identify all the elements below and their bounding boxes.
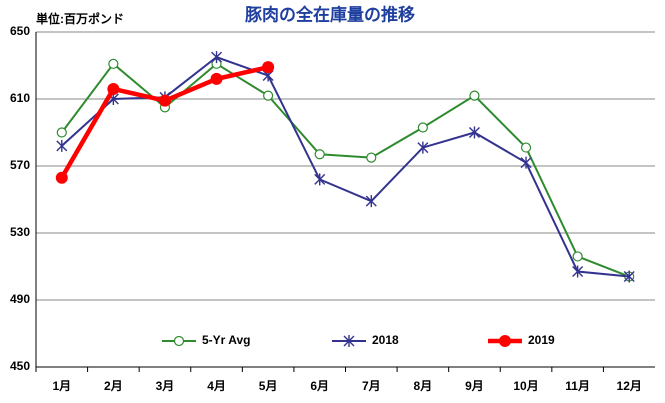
x-tick-label: 5月 (259, 379, 278, 393)
x-tick-label: 1月 (52, 379, 71, 393)
marker (520, 142, 532, 153)
x-tick-label: 7月 (362, 379, 381, 393)
x-tick-label: 6月 (310, 379, 329, 393)
legend-label: 2019 (528, 333, 555, 347)
legend-label: 5-Yr Avg (202, 333, 250, 347)
marker (520, 156, 532, 169)
x-tick-label: 2月 (104, 379, 123, 393)
legend-marker (343, 335, 355, 347)
marker (572, 251, 583, 262)
x-tick-label: 4月 (207, 379, 226, 393)
x-tick-label: 10月 (513, 379, 538, 393)
y-tick-label: 570 (10, 158, 30, 172)
marker (469, 90, 480, 101)
marker (56, 139, 68, 152)
marker (108, 58, 119, 69)
marker (417, 122, 428, 133)
x-tick-label: 9月 (465, 379, 484, 393)
marker (56, 127, 67, 138)
marker (572, 265, 584, 278)
marker (365, 195, 377, 208)
marker (210, 72, 223, 85)
marker (314, 149, 325, 160)
marker (468, 126, 480, 139)
chart-title: 豚肉の全在庫量の推移 (245, 4, 415, 24)
y-tick-label: 450 (10, 359, 30, 373)
x-tick-label: 8月 (414, 379, 433, 393)
legend-marker (499, 335, 511, 347)
marker (55, 171, 68, 184)
marker (314, 173, 326, 186)
x-tick-label: 3月 (156, 379, 175, 393)
legend-marker (173, 335, 185, 347)
legend-label: 2018 (372, 333, 399, 347)
x-tick-label: 12月 (617, 379, 642, 393)
y-tick-label: 610 (10, 91, 30, 105)
marker (262, 61, 275, 74)
marker (211, 51, 223, 64)
marker (158, 94, 171, 107)
marker (366, 152, 377, 163)
marker (263, 90, 274, 101)
y-tick-label: 650 (10, 24, 30, 38)
series-line (59, 64, 269, 179)
marker (107, 82, 120, 95)
y-axis-label: 単位:百万ポンド (36, 11, 124, 26)
marker (417, 141, 429, 154)
y-tick-label: 530 (10, 225, 30, 239)
y-tick-label: 490 (10, 292, 30, 306)
series-line (61, 55, 630, 278)
marker (623, 270, 635, 283)
x-tick-label: 11月 (565, 379, 590, 393)
